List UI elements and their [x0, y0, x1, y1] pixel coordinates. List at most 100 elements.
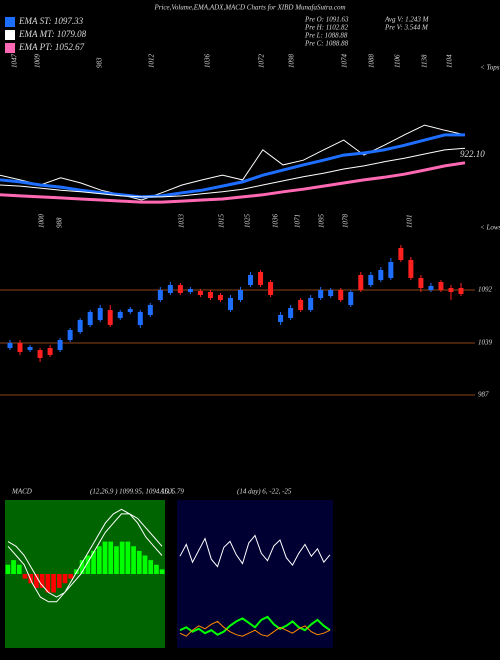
- y-tick-label: 987: [478, 391, 489, 399]
- candle-body: [288, 308, 294, 318]
- histogram-bar: [125, 541, 131, 574]
- candle-body: [338, 290, 344, 300]
- adx-line: [179, 534, 331, 568]
- candle-body: [348, 292, 354, 305]
- histogram-bar: [119, 541, 125, 574]
- panel-background: [177, 500, 333, 648]
- histogram-bar: [142, 555, 148, 574]
- candle-body: [378, 270, 384, 280]
- histogram-bar: [51, 574, 56, 593]
- top-label: 1098: [288, 54, 296, 69]
- candle-body: [227, 298, 233, 310]
- panel-params: (14 day) 6, -22, -25: [237, 488, 292, 496]
- low-label: 1015: [218, 214, 226, 229]
- histogram-bar: [16, 564, 22, 574]
- candle-body: [458, 288, 464, 294]
- histogram-bar: [34, 574, 39, 588]
- macd-line: [7, 513, 163, 598]
- series-line: [0, 133, 465, 199]
- info-label: Pre V: 3.544 M: [384, 24, 429, 32]
- histogram-bar: [96, 546, 102, 574]
- histogram-bar: [136, 550, 142, 574]
- histogram-bar: [91, 550, 96, 574]
- candle-body: [418, 278, 424, 288]
- legend-swatch: [5, 30, 15, 40]
- low-label: 1036: [272, 214, 280, 229]
- low-label: 1078: [342, 214, 350, 229]
- low-label: 988: [56, 217, 64, 228]
- candle-body: [428, 286, 434, 290]
- histogram-bar: [79, 560, 85, 574]
- top-label: 1104: [446, 54, 454, 68]
- candle-body: [37, 350, 43, 358]
- candle-body: [7, 343, 13, 348]
- histogram-bar: [56, 574, 62, 588]
- candle-body: [408, 260, 414, 278]
- histogram-bar: [102, 541, 108, 574]
- candle-body: [438, 282, 444, 290]
- histogram-bar: [62, 574, 68, 584]
- candle-body: [157, 290, 163, 300]
- candle-body: [308, 298, 314, 310]
- top-label: 1072: [258, 54, 266, 69]
- candle-body: [57, 340, 63, 350]
- top-label: 983: [96, 57, 104, 68]
- low-label: 1033: [178, 214, 186, 229]
- candle-body: [97, 308, 103, 320]
- candle-body: [268, 282, 274, 295]
- info-label: Pre C: 1088.88: [304, 40, 349, 48]
- panel-params: (12,26,9 ) 1099.95, 1094.16, 5.79: [90, 488, 184, 496]
- candle-body: [368, 275, 374, 285]
- adx-line: [179, 620, 331, 637]
- info-label: Pre O: 1091.63: [304, 16, 349, 24]
- top-label: 1047: [11, 54, 19, 69]
- histogram-bar: [159, 569, 165, 574]
- low-label: 1071: [294, 214, 302, 228]
- histogram-bar: [108, 541, 114, 574]
- candle-body: [197, 291, 203, 295]
- candle-body: [278, 315, 284, 322]
- panel-label: ADX: [159, 488, 174, 496]
- series-line: [0, 147, 466, 198]
- histogram-bar: [68, 574, 74, 579]
- candle-body: [17, 343, 23, 352]
- candle-body: [187, 289, 193, 292]
- histogram-bar: [39, 574, 45, 588]
- candle-body: [147, 305, 153, 315]
- histogram-bar: [85, 555, 91, 574]
- top-label: 1106: [394, 54, 402, 68]
- candle-body: [177, 285, 183, 293]
- top-label: 1074: [341, 54, 349, 69]
- legend-label: EMA ST: 1097.33: [18, 16, 84, 26]
- candle-body: [238, 290, 244, 300]
- macd-line: [7, 508, 163, 603]
- candle-body: [87, 312, 93, 325]
- series-line: [0, 161, 466, 204]
- candle-body: [318, 290, 324, 298]
- candle-body: [27, 347, 33, 350]
- candle-body: [448, 288, 454, 292]
- chart-title: Price,Volume,EMA,ADX,MACD Charts for XIB…: [153, 4, 345, 12]
- panel-label: MACD: [11, 488, 32, 496]
- candle-body: [137, 312, 143, 325]
- tops-marker: < Tops: [480, 64, 500, 72]
- low-label: 1000: [38, 214, 46, 229]
- last-value-label: 922.10: [460, 149, 485, 159]
- histogram-bar: [11, 560, 16, 574]
- histogram-bar: [5, 564, 11, 574]
- candle-body: [117, 312, 123, 318]
- candle-body: [298, 300, 304, 310]
- candle-body: [358, 275, 364, 290]
- histogram-bar: [154, 564, 159, 574]
- candle-body: [107, 310, 113, 325]
- histogram-bar: [114, 546, 119, 574]
- series-line: [0, 124, 466, 201]
- top-label: 1138: [421, 54, 429, 68]
- top-label: 1012: [148, 54, 156, 69]
- histogram-bar: [22, 574, 28, 579]
- low-label: 1095: [318, 214, 326, 229]
- y-tick-label: 1092: [478, 286, 493, 294]
- candle-body: [67, 330, 73, 340]
